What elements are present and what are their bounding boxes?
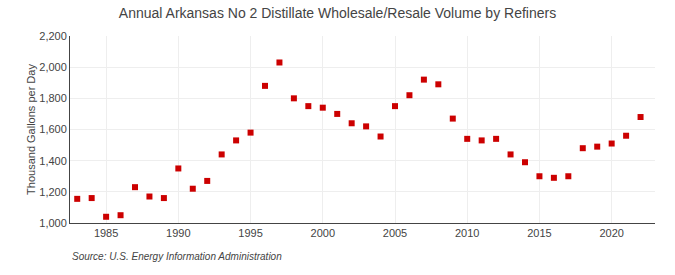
svg-text:1,000: 1,000 — [39, 217, 67, 229]
svg-text:Annual Arkansas No 2 Distillat: Annual Arkansas No 2 Distillate Wholesal… — [119, 5, 556, 21]
svg-text:1,600: 1,600 — [39, 123, 67, 135]
svg-text:2020: 2020 — [599, 227, 623, 239]
svg-text:Source: U.S. Energy Informatio: Source: U.S. Energy Information Administ… — [72, 251, 282, 262]
svg-text:2005: 2005 — [383, 227, 407, 239]
svg-text:1,800: 1,800 — [39, 92, 67, 104]
svg-text:1995: 1995 — [238, 227, 262, 239]
svg-text:Thousand Gallons per Day: Thousand Gallons per Day — [25, 64, 37, 195]
svg-text:1,400: 1,400 — [39, 155, 67, 167]
svg-text:2,000: 2,000 — [39, 61, 67, 73]
svg-text:1,200: 1,200 — [39, 186, 67, 198]
svg-text:2010: 2010 — [455, 227, 479, 239]
svg-text:1990: 1990 — [166, 227, 190, 239]
svg-text:2015: 2015 — [527, 227, 551, 239]
svg-text:2000: 2000 — [311, 227, 335, 239]
svg-text:2,200: 2,200 — [39, 30, 67, 42]
svg-text:1985: 1985 — [94, 227, 118, 239]
